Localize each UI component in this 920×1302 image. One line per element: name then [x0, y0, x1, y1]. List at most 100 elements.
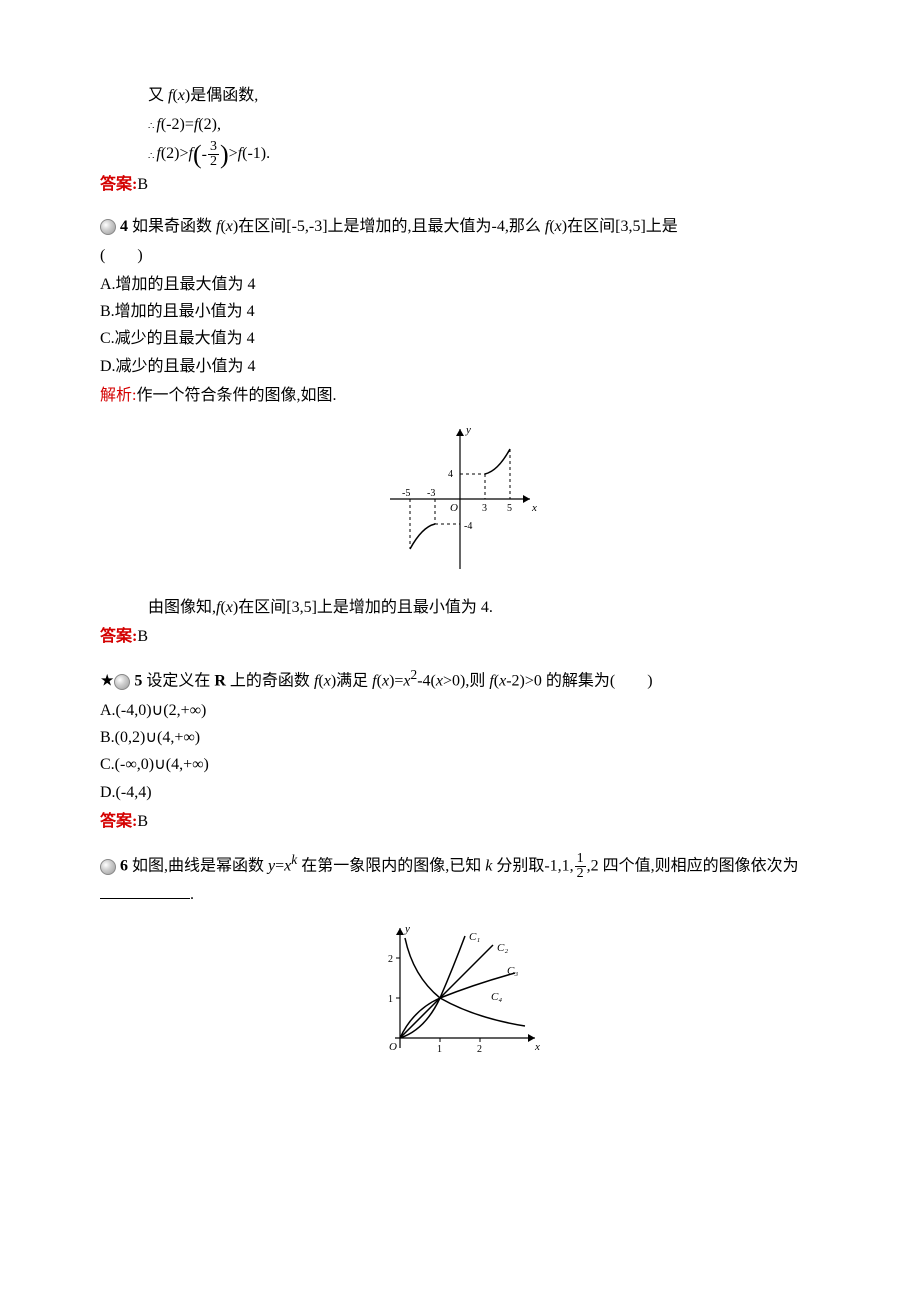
q5-optB: B.(0,2)∪(4,+∞) — [100, 724, 820, 751]
text: 上的奇函数 — [226, 673, 314, 690]
x: x — [555, 218, 562, 235]
q5-optC: C.(-∞,0)∪(4,+∞) — [100, 751, 820, 778]
answer-label: 答案: — [100, 813, 137, 830]
answer-label: 答案: — [100, 628, 137, 645]
fraction: 32 — [208, 140, 219, 169]
text: )满足 — [331, 673, 372, 690]
yl4: 4 — [448, 469, 453, 480]
xl5: 5 — [507, 503, 512, 514]
answer-value: B — [137, 628, 148, 645]
question-5: ★5 设定义在 R 上的奇函数 f(x)满足 f(x)=x2-4(x>0),则 … — [100, 664, 820, 695]
text: 又 — [148, 87, 168, 104]
ylabel: y — [465, 424, 471, 436]
text: 由图像知, — [148, 599, 216, 616]
text: >0),则 — [443, 673, 489, 690]
therefore-icon: ∴ — [148, 151, 152, 162]
analysis-text: 作一个符合条件的图像,如图. — [136, 387, 336, 404]
text: -4( — [417, 673, 436, 690]
x1: 1 — [437, 1044, 442, 1055]
y2: 2 — [388, 954, 393, 965]
q4-optA: A.增加的且最大值为 4 — [100, 271, 820, 298]
c4: C₄ — [491, 991, 502, 1003]
text: )= — [389, 673, 403, 690]
q6-svg: O x y 1 2 1 2 C₁ C₂ C₃ C₄ — [375, 918, 545, 1058]
answer-value: B — [137, 813, 148, 830]
text: 分别取-1,1, — [492, 857, 573, 874]
star-icon: ★ — [100, 673, 114, 690]
q5-optD: D.(-4,4) — [100, 779, 820, 806]
x2: 2 — [477, 1044, 482, 1055]
q4-optD: D.减少的且最小值为 4 — [100, 353, 820, 380]
qnum: 4 — [120, 218, 128, 235]
neg: - — [202, 141, 207, 168]
paren-frac: ( - 32) — [193, 140, 229, 169]
x: x — [403, 673, 410, 690]
text: (2)> — [161, 146, 189, 163]
intro-line2: ∴f(-2)=f(2), — [148, 111, 820, 138]
intro-line3: ∴f(2)>f( - 32)>f(-1). — [148, 140, 820, 169]
c3: C₃ — [507, 965, 518, 977]
text: 如图,曲线是幂函数 — [128, 857, 268, 874]
x: x — [226, 218, 233, 235]
gt: > — [229, 146, 238, 163]
xlabel: x — [534, 1041, 540, 1053]
text: (2), — [198, 116, 221, 133]
fraction: 12 — [575, 852, 586, 881]
text: 如果奇函数 — [128, 218, 216, 235]
origin: O — [450, 502, 458, 514]
x: x — [226, 599, 233, 616]
bullet-icon — [114, 674, 130, 690]
R: R — [214, 673, 226, 690]
y1: 1 — [388, 994, 393, 1005]
answer-4: 答案:B — [100, 623, 820, 650]
num: 3 — [208, 140, 219, 155]
q4-graph: x y O -5 -3 3 5 4 -4 — [100, 419, 820, 588]
x: x — [324, 673, 331, 690]
q4-optB: B.增加的且最小值为 4 — [100, 298, 820, 325]
qnum: 6 — [120, 857, 128, 874]
c2: C₂ — [497, 942, 508, 954]
q6-graph: O x y 1 2 1 2 C₁ C₂ C₃ C₄ — [100, 918, 820, 1067]
text: 在第一象限内的图像,已知 — [297, 857, 485, 874]
num: 1 — [575, 852, 586, 867]
xl-3: -3 — [427, 488, 435, 499]
bullet-icon — [100, 219, 116, 235]
den: 2 — [208, 155, 219, 169]
q4-analysis: 解析:作一个符合条件的图像,如图. — [100, 382, 820, 409]
xl3: 3 — [482, 503, 487, 514]
answer-5: 答案:B — [100, 808, 820, 835]
text: (-2)= — [161, 116, 194, 133]
answer-value: B — [137, 176, 148, 193]
lparen: ( — [193, 142, 202, 168]
xlabel: x — [531, 502, 537, 514]
bullet-icon — [100, 859, 116, 875]
text: )是偶函数, — [185, 87, 258, 104]
text: )在区间[3,5]上是增加的且最小值为 4. — [233, 599, 493, 616]
den: 2 — [575, 867, 586, 881]
fill-blank — [100, 882, 190, 899]
q4-paren: ( ) — [100, 242, 820, 269]
x: x — [178, 87, 185, 104]
xl-5: -5 — [402, 488, 410, 499]
q4-svg: x y O -5 -3 3 5 4 -4 — [380, 419, 540, 579]
text: 设定义在 — [142, 673, 214, 690]
q4-optC: C.减少的且最大值为 4 — [100, 325, 820, 352]
text: -2)>0 的解集为( ) — [506, 673, 652, 690]
q4-conclusion: 由图像知,f(x)在区间[3,5]上是增加的且最小值为 4. — [100, 594, 820, 621]
answer-3: 答案:B — [100, 171, 820, 198]
text: (-1). — [242, 146, 270, 163]
text: . — [190, 886, 194, 903]
q5-optA: A.(-4,0)∪(2,+∞) — [100, 697, 820, 724]
text: )在区间[-5,-3]上是增加的,且最大值为-4,那么 — [233, 218, 545, 235]
text: ,2 四个值,则相应的图像依次为 — [587, 857, 799, 874]
ylabel: y — [404, 923, 410, 935]
answer-label: 答案: — [100, 176, 137, 193]
intro-line1: 又 f(x)是偶函数, — [148, 82, 820, 109]
yl-4: -4 — [464, 521, 472, 532]
question-6: 6 如图,曲线是幂函数 y=xk 在第一象限内的图像,已知 k 分别取-1,1,… — [100, 849, 820, 908]
x: x — [382, 673, 389, 690]
origin: O — [389, 1041, 397, 1053]
therefore-icon: ∴ — [148, 121, 152, 132]
c1: C₁ — [469, 931, 480, 943]
text: )在区间[3,5]上是 — [562, 218, 678, 235]
